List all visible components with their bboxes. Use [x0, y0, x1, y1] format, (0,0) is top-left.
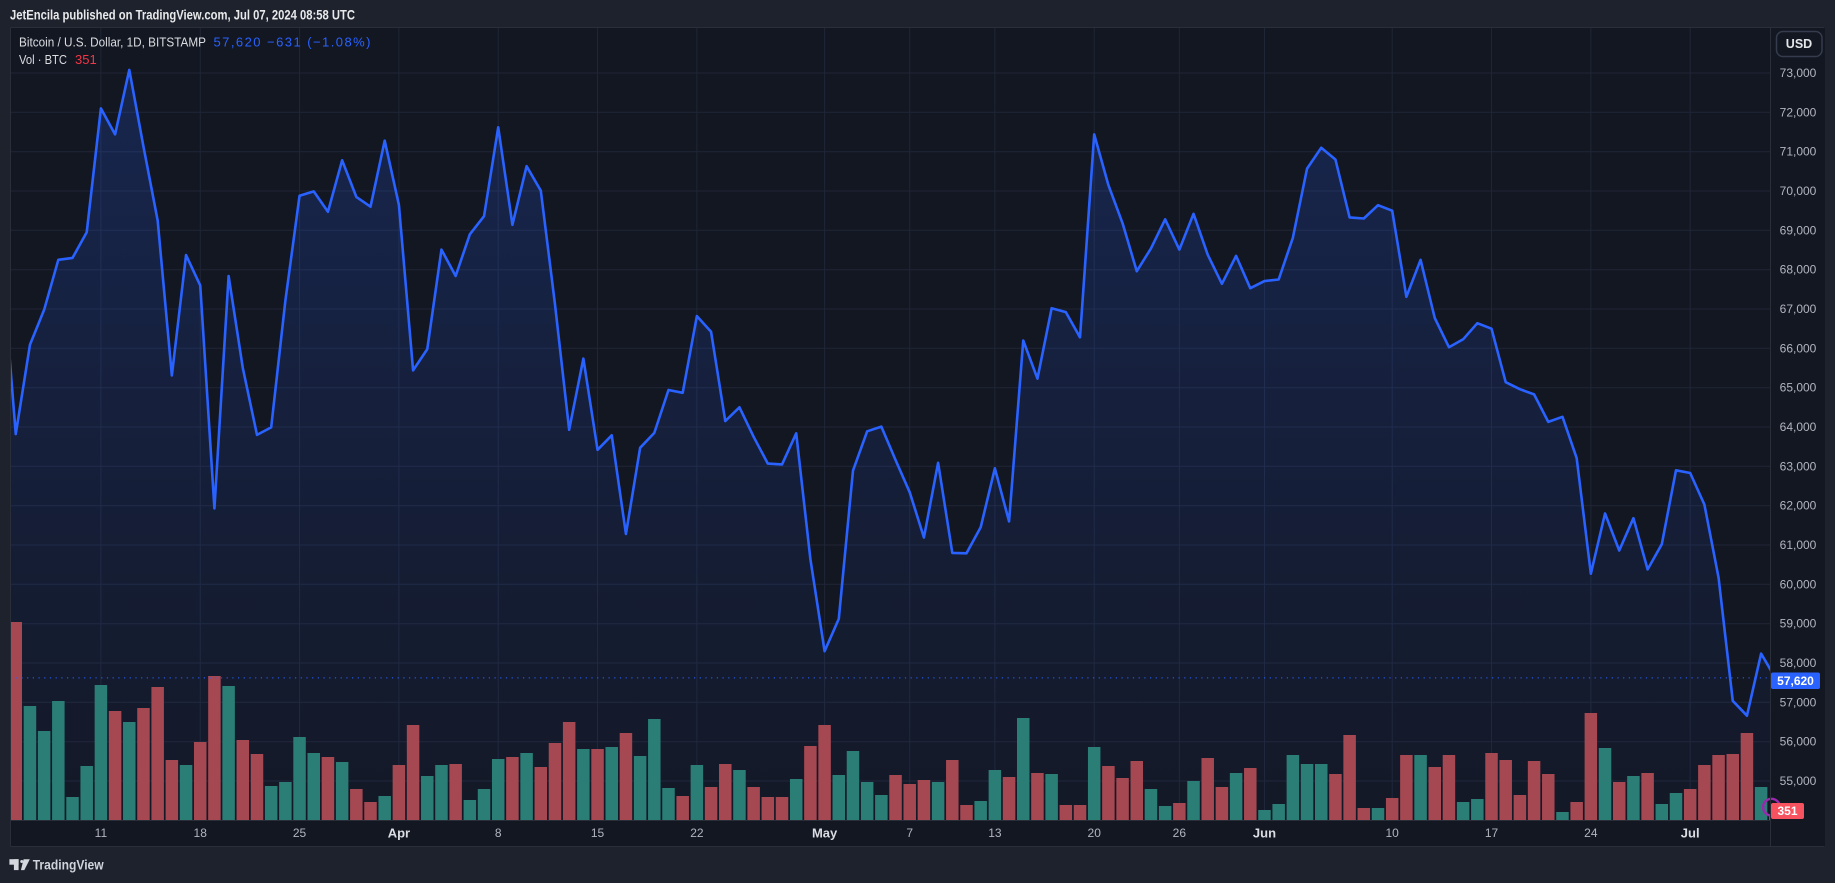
svg-text:17: 17	[1485, 826, 1499, 840]
svg-text:71,000: 71,000	[1780, 145, 1817, 159]
svg-text:Jul: Jul	[1681, 826, 1700, 841]
svg-text:64,000: 64,000	[1780, 420, 1817, 434]
svg-text:7: 7	[906, 826, 913, 840]
svg-text:13: 13	[988, 826, 1002, 840]
svg-text:58,000: 58,000	[1780, 656, 1817, 670]
svg-text:351: 351	[75, 52, 97, 67]
svg-text:26: 26	[1173, 826, 1187, 840]
svg-text:22: 22	[690, 826, 704, 840]
svg-text:18: 18	[194, 826, 208, 840]
svg-text:JetEncila published on Trading: JetEncila published on TradingView.com, …	[10, 8, 355, 23]
svg-text:73,000: 73,000	[1780, 66, 1817, 80]
svg-text:351: 351	[1777, 804, 1797, 818]
svg-text:24: 24	[1584, 826, 1598, 840]
svg-text:62,000: 62,000	[1780, 499, 1817, 513]
svg-text:Bitcoin / U.S. Dollar, 1D, BIT: Bitcoin / U.S. Dollar, 1D, BITSTAMP	[19, 35, 206, 50]
svg-text:Jun: Jun	[1253, 826, 1276, 841]
svg-text:15: 15	[591, 826, 605, 840]
svg-text:61,000: 61,000	[1780, 538, 1817, 552]
svg-text:USD: USD	[1786, 37, 1812, 51]
svg-text:57,620: 57,620	[1777, 674, 1814, 688]
svg-text:May: May	[812, 826, 838, 841]
svg-text:55,000: 55,000	[1780, 774, 1817, 788]
svg-text:72,000: 72,000	[1780, 105, 1817, 119]
svg-text:8: 8	[495, 826, 502, 840]
svg-text:57,620 −631 (−1.08%): 57,620 −631 (−1.08%)	[214, 35, 371, 50]
svg-text:63,000: 63,000	[1780, 459, 1817, 473]
svg-text:70,000: 70,000	[1780, 184, 1817, 198]
svg-text:66,000: 66,000	[1780, 341, 1817, 355]
svg-text:20: 20	[1088, 826, 1102, 840]
svg-text:11: 11	[95, 826, 108, 840]
svg-text:TradingView: TradingView	[33, 858, 104, 873]
svg-text:Vol · BTC: Vol · BTC	[19, 52, 67, 67]
svg-text:59,000: 59,000	[1780, 617, 1817, 631]
svg-text:65,000: 65,000	[1780, 381, 1817, 395]
svg-text:69,000: 69,000	[1780, 223, 1817, 237]
svg-text:57,000: 57,000	[1780, 695, 1817, 709]
svg-text:67,000: 67,000	[1780, 302, 1817, 316]
svg-text:Apr: Apr	[388, 826, 410, 841]
svg-text:25: 25	[293, 826, 307, 840]
svg-text:56,000: 56,000	[1780, 735, 1817, 749]
svg-text:60,000: 60,000	[1780, 577, 1817, 591]
svg-text:10: 10	[1386, 826, 1400, 840]
svg-text:68,000: 68,000	[1780, 263, 1817, 277]
